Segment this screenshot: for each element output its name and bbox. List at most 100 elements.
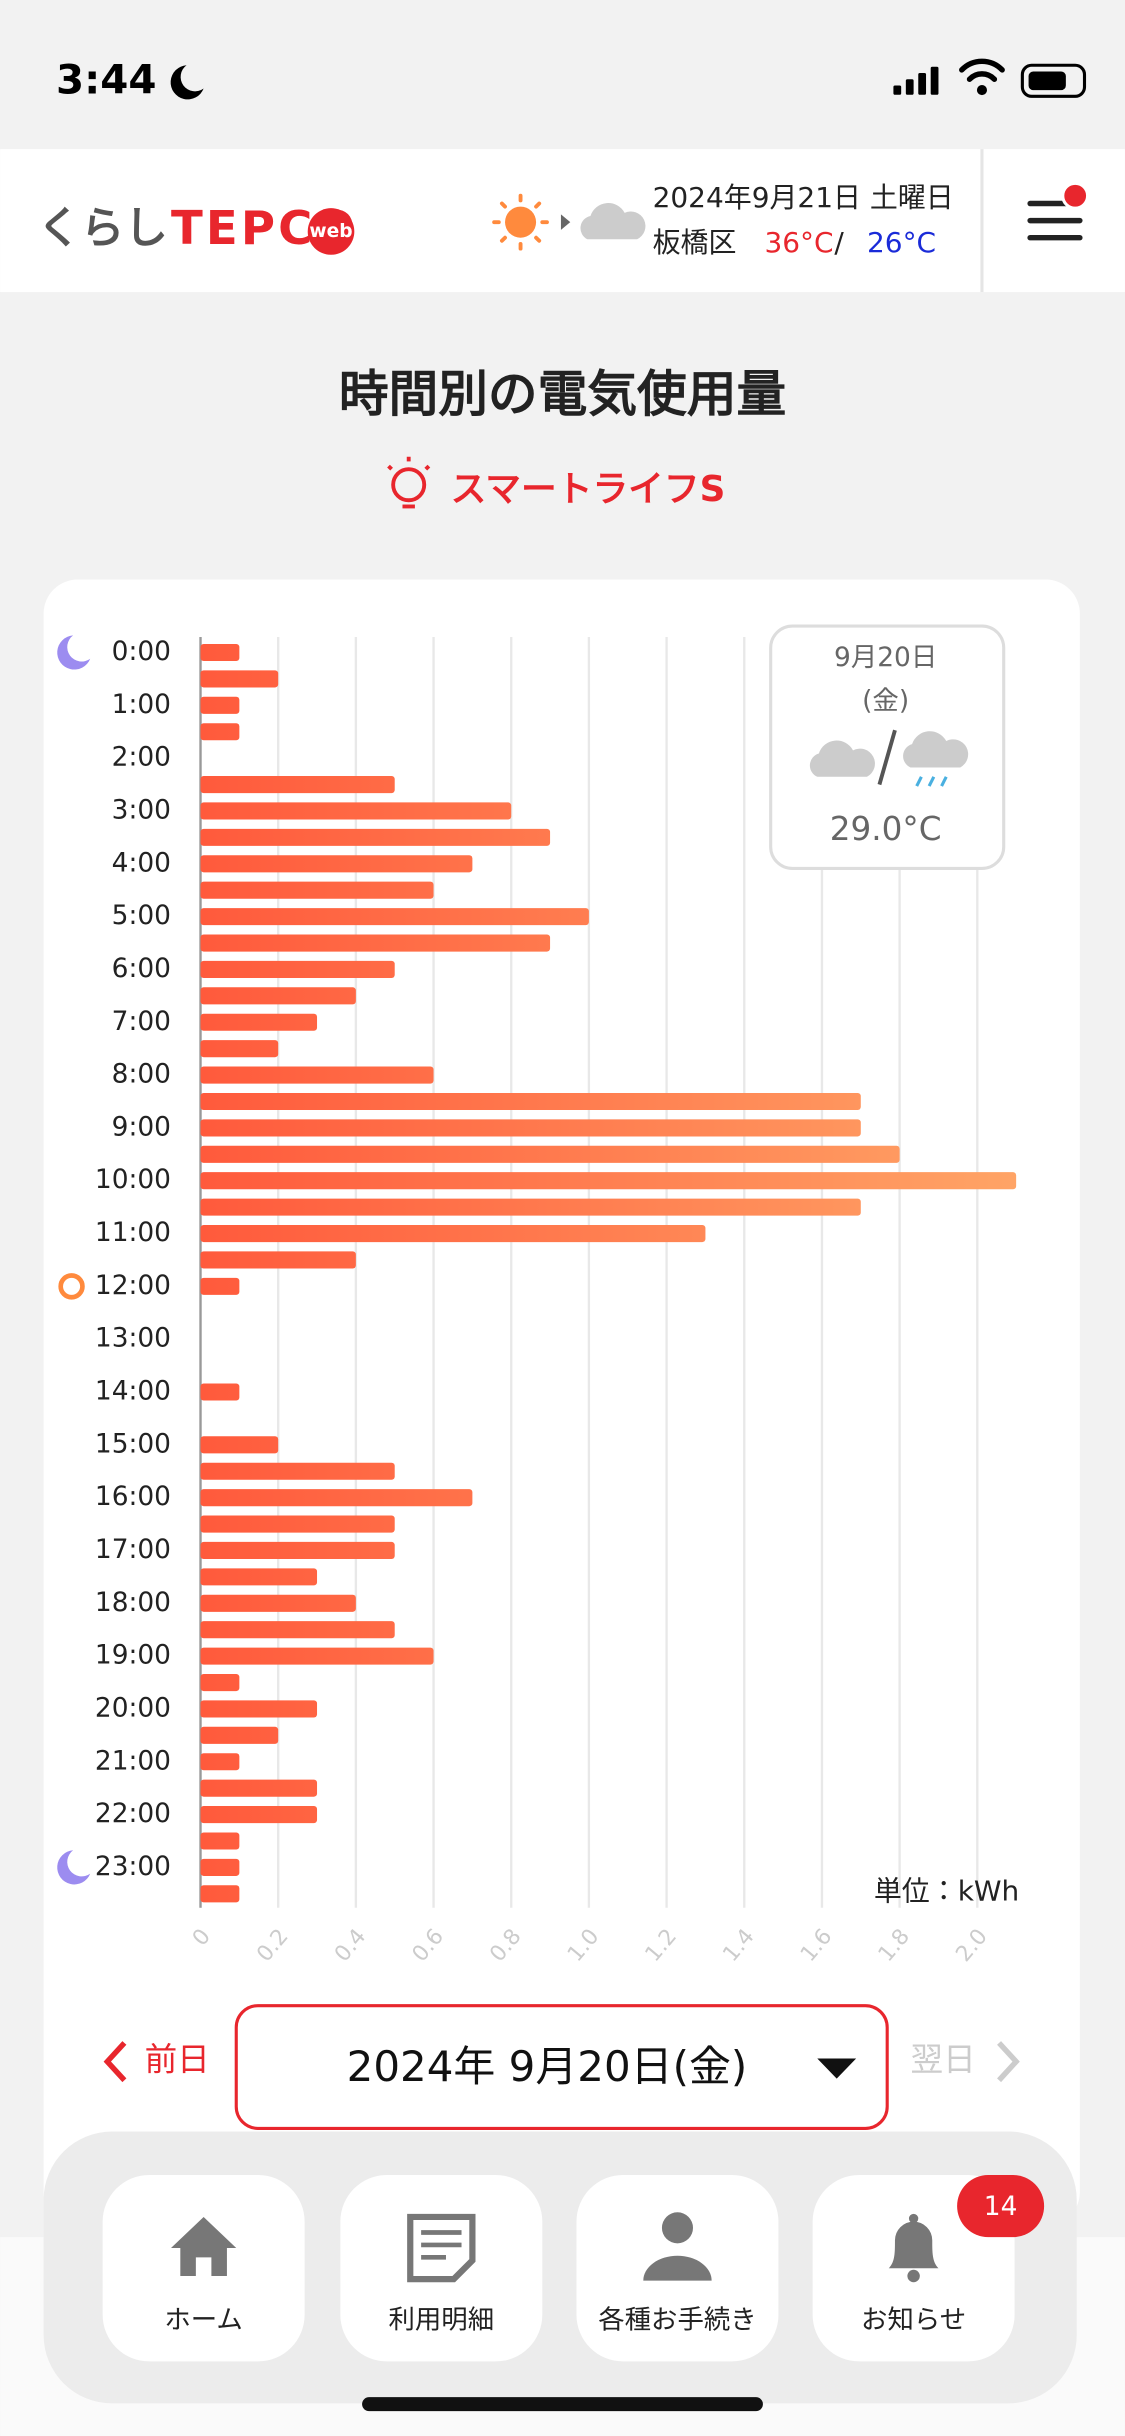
- bar: [200, 1224, 706, 1243]
- bulb-icon: [387, 456, 431, 509]
- rain-icon: [915, 776, 948, 787]
- person-icon: [643, 2212, 712, 2281]
- bar: [200, 1779, 318, 1797]
- bar: [200, 1647, 434, 1665]
- tab-button[interactable]: [340, 2175, 543, 2362]
- rain-cloud-icon: [903, 731, 969, 768]
- temp-separator: /: [834, 226, 844, 259]
- weather-temp: 29.0°C: [830, 810, 942, 848]
- bar: [200, 1092, 861, 1111]
- bar: [200, 1541, 395, 1560]
- bar: [200, 1515, 395, 1533]
- bar: [200, 1119, 861, 1137]
- logo-prefix: くらし: [37, 204, 168, 254]
- y-tick-label: 10:00: [95, 1164, 171, 1195]
- tab-label: ホーム: [164, 2305, 242, 2336]
- dropdown-arrow: [817, 2058, 857, 2079]
- y-tick-label: 23:00: [95, 1851, 171, 1882]
- y-tick-label: 13:00: [95, 1323, 171, 1354]
- tab-label: お知らせ: [861, 2305, 966, 2336]
- moon-icon: [170, 65, 204, 100]
- logo-badge-bg: [307, 208, 355, 255]
- bar: [200, 1489, 473, 1507]
- bar: [200, 1013, 318, 1031]
- sun-icon: [492, 193, 549, 251]
- bar: [200, 1436, 279, 1454]
- bar: [200, 1885, 240, 1903]
- bar: [200, 855, 473, 873]
- signal-icon: [893, 66, 939, 95]
- y-tick-label: 20:00: [95, 1692, 171, 1723]
- page-title: 時間別の電気使用量: [339, 365, 786, 423]
- bar: [200, 670, 279, 688]
- next-arrow[interactable]: [997, 2041, 1020, 2083]
- bar: [200, 696, 240, 714]
- tab-label: 各種お手続き: [598, 2305, 756, 2336]
- bar: [200, 1462, 395, 1480]
- bar: [200, 1172, 1017, 1190]
- cloud-icon: [809, 740, 875, 777]
- tab-label: 利用明細: [389, 2305, 495, 2336]
- badge-bg: [957, 2175, 1045, 2238]
- bar: [200, 776, 395, 794]
- next-day[interactable]: 翌日: [911, 2041, 976, 2079]
- weather-slash: [877, 729, 897, 786]
- date-current: 2024年 9月20日(金): [347, 2042, 748, 2091]
- bar: [200, 1621, 395, 1639]
- prev-arrow[interactable]: [103, 2041, 127, 2083]
- bell-icon: [888, 2213, 939, 2283]
- y-tick-label: 8:00: [112, 1059, 171, 1090]
- date-select[interactable]: [234, 2004, 889, 2130]
- y-tick-label: 9:00: [112, 1111, 171, 1142]
- chart: 0 0.2 0.4 0.6 0.8 1.0 1.2 1.4 1.6 1.8 2.00:001:002…: [57, 635, 1017, 1967]
- unit-label: 単位：kWh: [874, 1874, 1019, 1907]
- menu-dot: [1061, 181, 1090, 210]
- wifi-icon: [959, 58, 1005, 96]
- sun-icon: [58, 1273, 85, 1300]
- bar: [200, 802, 512, 820]
- bar: [200, 1594, 356, 1612]
- bar: [200, 643, 240, 662]
- y-tick-label: 0:00: [112, 636, 171, 667]
- bar: [200, 1198, 861, 1216]
- bar: [200, 1700, 318, 1718]
- y-tick-label: 21:00: [95, 1745, 171, 1776]
- cloud-icon: [580, 203, 646, 240]
- y-tick-label: 22:00: [95, 1798, 171, 1829]
- temp-low: 26°C: [867, 226, 936, 259]
- logo-badge: web: [309, 221, 352, 242]
- y-tick-label: 7:00: [112, 1006, 171, 1037]
- battery-level: [1028, 71, 1066, 91]
- bar: [200, 960, 395, 978]
- bar: [200, 1383, 240, 1401]
- y-tick-label: 5:00: [112, 900, 171, 931]
- status-time: 3:44: [56, 56, 156, 103]
- prev-day[interactable]: 前日: [145, 2041, 210, 2079]
- y-tick-label: 2:00: [112, 742, 171, 773]
- weather-date: 9月20日: [834, 642, 937, 673]
- statement-icon: [407, 2213, 476, 2283]
- weather-weekday: (金): [862, 686, 909, 717]
- y-tick-label: 14:00: [95, 1376, 171, 1407]
- bar: [200, 828, 551, 846]
- y-tick-label: 12:00: [95, 1270, 171, 1301]
- tab-button[interactable]: [102, 2175, 305, 2362]
- bar: [200, 1806, 318, 1824]
- moon-icon: [57, 1850, 91, 1885]
- bar: [200, 1066, 434, 1084]
- battery-icon: [1020, 63, 1087, 98]
- y-tick-label: 6:00: [112, 953, 171, 984]
- temp-high: 36°C: [764, 226, 833, 259]
- y-tick-label: 15:00: [95, 1428, 171, 1459]
- y-tick-label: 19:00: [95, 1640, 171, 1671]
- bar: [200, 1568, 318, 1586]
- y-tick-label: 3:00: [112, 794, 171, 825]
- weather-box: [769, 624, 1006, 870]
- home-icon: [171, 2216, 237, 2276]
- y-tick-label: 11:00: [95, 1217, 171, 1248]
- home-indicator: [362, 2397, 763, 2412]
- y-tick-label: 16:00: [95, 1481, 171, 1512]
- y-tick-label: 18:00: [95, 1587, 171, 1618]
